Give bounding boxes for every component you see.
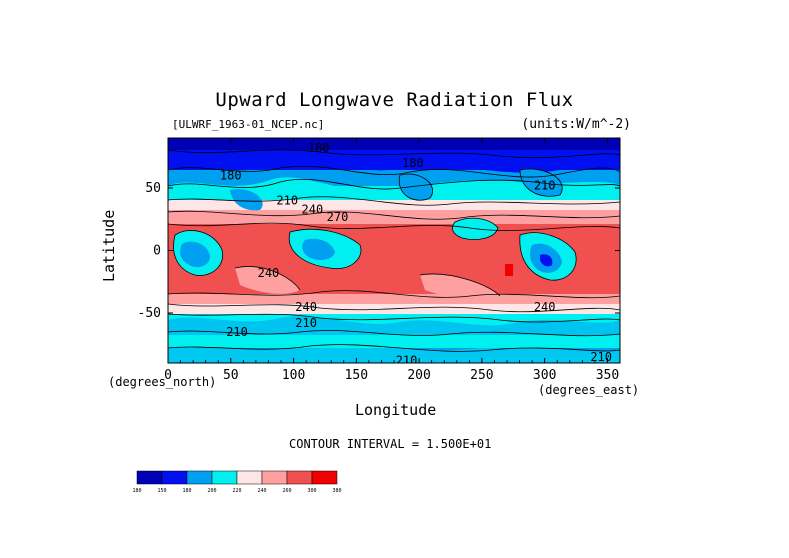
- legend-swatch: [186, 470, 213, 485]
- y-tick-label: 0: [153, 244, 161, 259]
- x-tick-label: 150: [345, 368, 368, 383]
- x-tick-label: 0: [164, 368, 172, 383]
- x-axis-label: Longitude: [355, 401, 437, 419]
- x-tick-label: 50: [223, 368, 239, 383]
- contour-label: 210: [226, 325, 248, 339]
- legend-swatch: [261, 470, 288, 485]
- contour-label: 210: [590, 350, 612, 364]
- chart-title: Upward Longwave Radiation Flux: [215, 89, 574, 111]
- feature-siberia-blue: [399, 174, 433, 201]
- legend-level-label: 380: [332, 488, 341, 494]
- x-tick-label: 100: [282, 368, 305, 383]
- color-legend: 180 150 180 200 220 240 260 300 380: [132, 470, 342, 494]
- legend-level-label: 180: [132, 488, 141, 494]
- y-tick-label: -50: [138, 306, 161, 321]
- legend-swatch: [161, 470, 188, 485]
- contour-label: 240: [258, 266, 280, 280]
- y-axis: 50 0 -50: [138, 181, 620, 321]
- legend-level-label: 150: [157, 488, 166, 494]
- contour-label: 210: [396, 354, 418, 368]
- feature-maritime-blue: [302, 238, 335, 260]
- legend-level-label: 200: [207, 488, 216, 494]
- legend-swatch: [286, 470, 313, 485]
- legend-level-label: 180: [182, 488, 191, 494]
- legend-swatch: [236, 470, 263, 485]
- feature-polar-lobes: [168, 150, 620, 173]
- contour-label: 240: [302, 202, 324, 216]
- contour-label: 180: [308, 141, 330, 155]
- feature-tibet-blue: [230, 189, 263, 211]
- legend-level-label: 220: [232, 488, 241, 494]
- contour-label: 210: [276, 194, 298, 208]
- x-tick-label: 300: [533, 368, 556, 383]
- feature-warm-spot: [505, 264, 513, 276]
- legend-swatch: [311, 470, 338, 485]
- contour-lines: [168, 149, 620, 352]
- contour-label: 180: [220, 169, 242, 183]
- feature-antarctic-edge: [168, 343, 620, 363]
- contour-label: 210: [534, 179, 556, 193]
- x-tick-label: 250: [470, 368, 493, 383]
- feature-amazon-core: [540, 254, 553, 267]
- legend-level-label: 300: [307, 488, 316, 494]
- contour-label: 180: [402, 156, 424, 170]
- band-arctic-deep: [168, 138, 620, 150]
- x-axis: 0 50 100 150 200 250 300 350: [164, 138, 619, 383]
- contour-interval-label: CONTOUR INTERVAL = 1.500E+01: [289, 437, 492, 451]
- x-tick-label: 350: [596, 368, 619, 383]
- feature-indian-ocean-pink: [235, 266, 300, 294]
- legend-swatch: [136, 470, 163, 485]
- contour-label: 270: [327, 210, 349, 224]
- feature-africa-blue: [180, 241, 210, 268]
- band-subtropic-south: [168, 294, 620, 304]
- legend-level-label: 240: [257, 488, 266, 494]
- y-units-label: (degrees_north): [108, 375, 217, 389]
- feature-pacific-pink: [420, 274, 500, 299]
- source-label: [ULWRF_1963-01_NCEP.nc]: [172, 118, 325, 131]
- y-axis-label: Latitude: [100, 209, 118, 282]
- contour-label: 240: [534, 300, 556, 314]
- contour-label: 240: [295, 300, 317, 314]
- feature-north-cyan: [168, 177, 620, 200]
- band-north-temperate: [168, 200, 620, 210]
- legend-swatch: [211, 470, 238, 485]
- legend-level-label: 260: [282, 488, 291, 494]
- x-units-label: (degrees_east): [538, 383, 640, 397]
- feature-southern-ocean: [168, 316, 620, 335]
- band-subtropic-north: [168, 210, 620, 224]
- units-label: (units:W/m^-2): [521, 117, 631, 132]
- x-tick-label: 200: [407, 368, 430, 383]
- y-tick-label: 50: [145, 181, 161, 196]
- contour-label: 210: [295, 316, 317, 330]
